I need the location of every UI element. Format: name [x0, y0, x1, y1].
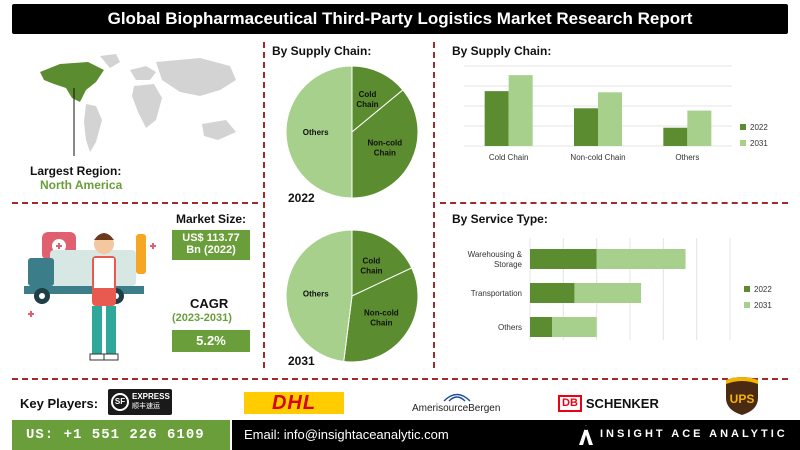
dhl-logo: DHL	[244, 392, 344, 414]
logistics-illustration	[24, 232, 156, 361]
cagr-label: CAGR	[190, 296, 229, 311]
legend-label: 2031	[754, 301, 772, 310]
legend-label: 2031	[750, 139, 768, 148]
divider-left	[263, 42, 265, 368]
legend-swatch-2031	[740, 140, 746, 146]
x-tick-label: Others	[675, 153, 699, 162]
y-tick-label: Warehousing &	[468, 250, 523, 259]
pie-slice-label: Chain	[360, 266, 382, 275]
pie-slice-others	[285, 229, 353, 363]
amerisource-label: AmerisourceBergen	[412, 403, 501, 414]
amerisourcebergen-logo: AmerisourceBergen	[412, 392, 508, 416]
x-tick-label: Non-cold Chain	[570, 153, 625, 162]
y-tick-label: Transportation	[471, 289, 522, 298]
supply-chain-bar-chart: Cold Chain Non-cold Chain Others 2022 2031	[464, 65, 768, 162]
divider-right-horizontal	[440, 202, 788, 204]
hbar-transportation-2022	[530, 283, 575, 303]
region-label: Largest Region:	[30, 164, 122, 178]
amerisource-arcs-icon	[443, 393, 471, 402]
service-type-bar-chart: Warehousing &Storage Transportation Others…	[468, 238, 772, 340]
pie-slice-non-cold-chain	[343, 267, 419, 363]
market-size-line1: US$ 113.77	[182, 232, 240, 244]
market-size-value: US$ 113.77 Bn (2022)	[172, 230, 250, 260]
cagr-period: (2023-2031)	[172, 312, 232, 324]
market-size-label: Market Size:	[176, 212, 247, 226]
sf-express-logo: SF EXPRESS 顺丰速运	[108, 389, 172, 415]
pie-slice-cold-chain	[351, 65, 404, 134]
market-size-line2: Bn (2022)	[186, 244, 236, 256]
db-label: DB	[558, 395, 582, 412]
divider-right	[433, 42, 435, 368]
hbar-warehousing-storage-2031	[596, 249, 686, 269]
pie-slice-non-cold-chain	[351, 89, 419, 199]
hbar-others-2022	[530, 317, 553, 337]
hbar-transportation-2031	[574, 283, 642, 303]
pie-slice-label: Chain	[356, 100, 378, 109]
bar-others-2031	[687, 110, 712, 146]
bar-section-title: By Supply Chain:	[452, 44, 552, 58]
pie-slice-label: Chain	[374, 148, 396, 157]
region-value: North America	[40, 178, 123, 192]
sf-icon: SF	[111, 393, 129, 411]
key-players-label: Key Players:	[20, 396, 99, 411]
bar-cold-chain-2022	[484, 91, 509, 146]
legend-swatch-2022	[740, 124, 746, 130]
schenker-label: SCHENKER	[585, 396, 659, 411]
legend-swatch-2031	[744, 302, 750, 308]
ups-label: UPS	[730, 392, 755, 406]
legend-label: 2022	[750, 123, 768, 132]
sf-label: EXPRESS	[132, 392, 170, 401]
pie-slice-label: Chain	[370, 318, 392, 327]
cagr-value: 5.2%	[172, 330, 250, 352]
ups-logo: UPS	[726, 377, 758, 415]
page-title: Global Biopharmaceutical Third-Party Log…	[12, 4, 788, 34]
pie-slice-label: Non-cold	[364, 308, 399, 317]
hbar-others-2031	[552, 317, 597, 337]
pie-slice-label: Cold	[363, 256, 381, 265]
y-tick-label: Storage	[494, 260, 523, 269]
bar-cold-chain-2031	[508, 75, 533, 146]
world-map	[40, 54, 236, 156]
divider-left-horizontal	[12, 202, 258, 204]
pie-slice-label: Cold	[359, 90, 377, 99]
bar-others-2022	[663, 127, 688, 146]
pie-slice-label: Others	[303, 290, 329, 299]
bar-non-cold-chain-2031	[598, 92, 622, 146]
pie-2031-year: 2031	[288, 354, 315, 368]
bar-non-cold-chain-2022	[574, 108, 598, 146]
pie-slice-label: Non-cold	[368, 138, 403, 147]
legend-swatch-2022	[744, 286, 750, 292]
hbar-warehousing-storage-2022	[530, 249, 597, 269]
pie-slice-label: Others	[303, 128, 329, 137]
pie-section-title: By Supply Chain:	[272, 44, 372, 58]
legend-label: 2022	[754, 285, 772, 294]
divider-bottom	[12, 378, 788, 380]
pie-slice-others	[285, 65, 353, 199]
sf-sub-label: 顺丰速运	[132, 403, 160, 410]
y-tick-label: Others	[498, 323, 522, 332]
pie-2022-year: 2022	[288, 191, 315, 205]
insight-ace-logo-icon	[579, 425, 593, 445]
x-tick-label: Cold Chain	[489, 153, 529, 162]
footer-bar	[232, 420, 800, 450]
dhl-label: DHL	[271, 391, 317, 414]
brand-name: INSIGHT ACE ANALYTIC	[600, 428, 788, 440]
db-schenker-logo: DB SCHENKER	[558, 395, 659, 412]
email-contact: Email: info@insightaceanalytic.com	[244, 427, 449, 442]
pie-slice-cold-chain	[351, 229, 413, 297]
phone-number: US: +1 551 226 6109	[12, 420, 230, 450]
service-section-title: By Service Type:	[452, 212, 548, 226]
